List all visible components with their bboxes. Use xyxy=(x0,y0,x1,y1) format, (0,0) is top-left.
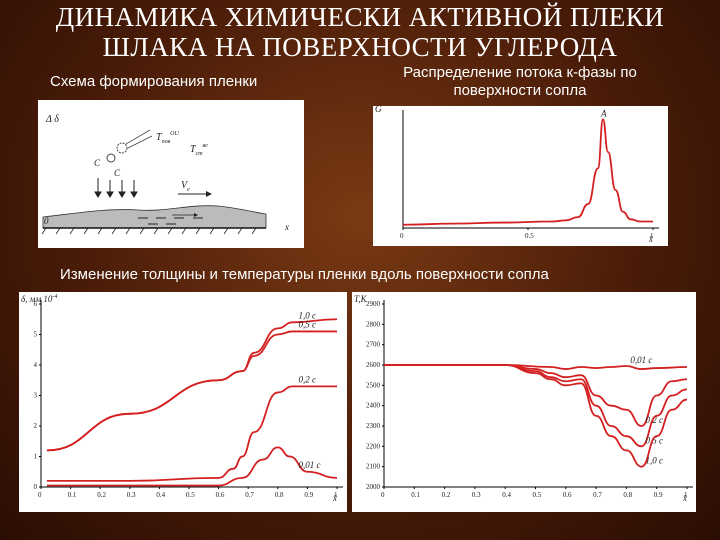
x-tick-label: 0.1 xyxy=(68,491,77,499)
flow-arrowhead xyxy=(206,191,212,197)
y-tick-label: 2200 xyxy=(366,442,381,450)
series-line-1 xyxy=(46,330,337,452)
x-tick-label: 0 xyxy=(381,491,385,499)
series-label-1: 0,5 с xyxy=(299,319,317,329)
x-tick-label: 0.2 xyxy=(442,491,451,499)
x-tick-label: 0 xyxy=(38,491,42,499)
x-axis-label: x̄ xyxy=(332,493,338,503)
film-layer xyxy=(42,205,267,229)
series-line-3 xyxy=(384,364,688,468)
temperature-chart-panel: 0 0.1 0.2 0.3 0.4 0.5 0.6 0.7 0.8 0.9 1 2900 2800 270… xyxy=(352,292,696,512)
droplet-2 xyxy=(106,153,116,163)
y-tick-label: 3 xyxy=(34,392,38,400)
x-tick-label: 0.9 xyxy=(304,491,313,499)
x-tick-label: 0.5 xyxy=(533,491,542,499)
temperature-chart: 0 0.1 0.2 0.3 0.4 0.5 0.6 0.7 0.8 0.9 1 2900 2800 270… xyxy=(354,294,693,503)
y-axis-label: T,K xyxy=(354,294,368,304)
thickness-chart-panel: 0 0.1 0.2 0.3 0.4 0.5 0.6 0.7 0.8 0.9 1 6 5 4 3 2 1 0 δ, м… xyxy=(19,292,347,512)
y-tick-label: 2600 xyxy=(366,361,381,369)
scheme-diagram: Δ δ TповОU Tстве С С Vе xyxy=(41,114,289,235)
x-tick-label: 0.5 xyxy=(186,491,195,499)
y-tick-label: 5 xyxy=(34,331,38,339)
caption-thickness: Изменение толщины и температуры пленки в… xyxy=(60,266,549,283)
y-tick-label: 2700 xyxy=(366,341,381,349)
x-tick-label: 1 xyxy=(684,491,688,499)
flux-chart: 0 0.5 1 Gx̄ A xyxy=(375,106,659,244)
x-tick-label: 0.9 xyxy=(654,491,663,499)
x-tick-label: 0.1 xyxy=(411,491,420,499)
caption-flux-line-1: Распределение потока к-фазы по xyxy=(403,64,637,81)
caption-scheme: Схема формирования пленки xyxy=(50,73,258,90)
film-dashes xyxy=(138,217,203,225)
series-label-1: 0,2 с xyxy=(646,415,664,425)
x-tick-label: 0.4 xyxy=(156,491,165,499)
caption-flux-line-2: поверхности сопла xyxy=(453,82,587,99)
series-label-0: 0,01 с xyxy=(630,355,652,365)
x-axis-label: x̄ xyxy=(648,234,654,244)
peak-annotation: A xyxy=(600,108,607,118)
y-axis-label: δ, мм 10-4 xyxy=(21,293,57,304)
y-tick-label: 2 xyxy=(34,422,38,430)
droplet-trail-1 xyxy=(125,129,151,145)
y-tick-label: 2100 xyxy=(366,463,381,471)
series-line-2 xyxy=(46,385,337,482)
x-tick-label: 1 xyxy=(650,232,654,240)
y-tick-label: 2500 xyxy=(366,381,381,389)
x-axis-label: x̄ xyxy=(682,493,688,503)
y-tick-label: 0 xyxy=(34,483,38,491)
series-label-0: 1,0 с xyxy=(299,310,317,320)
x-tick-label: 0.7 xyxy=(593,491,602,499)
x-tick-label: 0.6 xyxy=(563,491,572,499)
y-tick-label: 6 xyxy=(34,300,38,308)
x-tick-label: 0.5 xyxy=(525,232,534,240)
x-tick-label: 0.6 xyxy=(216,491,225,499)
y-tick-label: 2000 xyxy=(366,483,381,491)
y-tick-label: 4 xyxy=(34,361,38,369)
series-line-1 xyxy=(384,364,688,427)
x-tick-label: 0.3 xyxy=(127,491,136,499)
wall-hatch xyxy=(41,227,257,235)
scheme-label-c2: С xyxy=(114,168,121,178)
y-tick-label: 2900 xyxy=(366,300,381,308)
x-tick-label: 0.3 xyxy=(472,491,481,499)
scheme-label-c1: С xyxy=(94,158,101,168)
y-tick-label: 2800 xyxy=(366,320,381,328)
scheme-label-x: x xyxy=(284,222,289,232)
title-line-2: ШЛАКА НА ПОВЕРХНОСТИ УГЛЕРОДА xyxy=(102,32,618,62)
x-tick-label: 0.8 xyxy=(623,491,632,499)
droplet-1 xyxy=(116,142,128,154)
scheme-label-zero: 0 xyxy=(44,216,49,226)
scheme-label-delta: Δ δ xyxy=(45,114,59,125)
series-line-0 xyxy=(384,364,688,370)
thickness-chart: 0 0.1 0.2 0.3 0.4 0.5 0.6 0.7 0.8 0.9 1 6 5 4 3 2 1 0 δ, м… xyxy=(21,293,343,503)
scheme-label-ve: Vе xyxy=(181,180,190,193)
slide-title: ДИНАМИКА ХИМИЧЕСКИ АКТИВНОЙ ПЛЕКИ ШЛАКА … xyxy=(0,2,720,62)
x-tick-label: 0.7 xyxy=(245,491,254,499)
deposition-arrows xyxy=(94,178,138,198)
series-line-2 xyxy=(384,364,688,448)
y-tick-label: 2300 xyxy=(366,422,381,430)
scheme-label-tpov: TповОU xyxy=(156,131,180,145)
y-axis-label: G xyxy=(375,106,382,114)
series-line-0 xyxy=(402,118,653,226)
scheme-panel: Δ δ TповОU Tстве С С Vе xyxy=(38,100,304,248)
x-tick-label: 0 xyxy=(400,232,404,240)
scheme-label-te: Tстве xyxy=(190,143,208,157)
series-label-3: 0,01 с xyxy=(299,460,321,470)
x-tick-label: 0.4 xyxy=(502,491,511,499)
title-line-1: ДИНАМИКА ХИМИЧЕСКИ АКТИВНОЙ ПЛЕКИ xyxy=(55,2,665,32)
series-label-2: 0,5 с xyxy=(646,435,664,445)
x-tick-label: 0.8 xyxy=(275,491,284,499)
series-label-3: 1,0 с xyxy=(646,456,664,466)
x-tick-label: 0.2 xyxy=(97,491,106,499)
y-tick-label: 1 xyxy=(34,453,38,461)
x-tick-label: 1 xyxy=(334,491,338,499)
y-tick-label: 2400 xyxy=(366,402,381,410)
droplet-trail-2 xyxy=(127,135,153,149)
series-label-2: 0,2 с xyxy=(299,374,317,384)
caption-flux: Распределение потока к-фазы по поверхнос… xyxy=(370,64,670,100)
series-line-3 xyxy=(46,446,338,487)
